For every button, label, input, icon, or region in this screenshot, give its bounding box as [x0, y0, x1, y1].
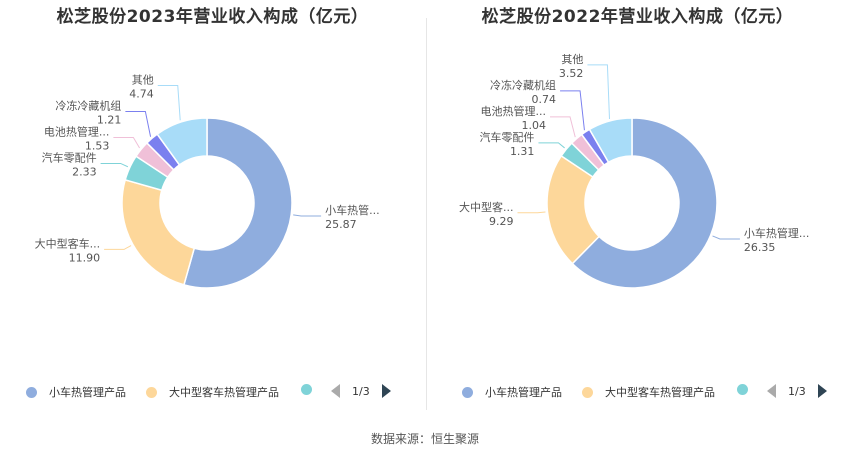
- prev-page-icon[interactable]: [331, 384, 340, 398]
- legend-dot: [301, 384, 312, 395]
- slice-name-label: 小车热管理...: [744, 226, 810, 240]
- legend-dot: [582, 386, 593, 398]
- next-page-icon[interactable]: [381, 384, 391, 398]
- legend-label: 大中型客车热管理产品: [169, 386, 279, 399]
- next-page-icon[interactable]: [817, 384, 827, 398]
- label-leader-line: [712, 235, 740, 240]
- legend-item[interactable]: 大中型客车热管理产品: [146, 384, 279, 400]
- label-leader-line: [550, 116, 576, 138]
- slice-name-label: 其他: [561, 53, 583, 66]
- slice-name-label: 冷冻冷藏机组: [55, 98, 121, 112]
- legend-dot: [737, 384, 748, 395]
- legend-item[interactable]: [737, 384, 760, 395]
- slice-value-label: 0.74: [532, 93, 557, 106]
- page-indicator: 1/3: [352, 384, 370, 398]
- legend-label: 小车热管理产品: [49, 386, 126, 399]
- chart-panel-2022: 松芝股份2022年营业收入构成（亿元） 小车热管理... 26.35 大中型客...…: [425, 0, 850, 420]
- label-leader-line: [113, 136, 141, 149]
- slice-value-label: 9.29: [489, 215, 514, 228]
- label-leader-line: [517, 211, 546, 214]
- slice-name-label: 汽车零配件: [42, 150, 97, 164]
- slice-value-label: 25.87: [325, 218, 357, 231]
- legend-label: 小车热管理产品: [485, 386, 562, 399]
- label-leader-line: [157, 84, 181, 121]
- legend-dot: [462, 386, 473, 398]
- legend-item[interactable]: 大中型客车热管理产品: [582, 384, 715, 400]
- slice-value-label: 1.21: [97, 113, 122, 126]
- label-leader-line: [100, 162, 129, 168]
- slice-name-label: 汽车零配件: [479, 130, 534, 144]
- slice-value-label: 2.33: [72, 165, 97, 178]
- data-source: 数据来源：恒生聚源: [370, 432, 479, 446]
- chart-panel-2023: 松芝股份2023年营业收入构成（亿元） 小车热管... 25.87 大中型客车...…: [0, 0, 425, 420]
- slice-value-label: 4.74: [129, 87, 154, 100]
- slice-value-label: 11.90: [69, 251, 101, 264]
- legend: 小车热管理产品 大中型客车热管理产品 1/3: [0, 384, 425, 404]
- donut-slice[interactable]: [571, 117, 718, 289]
- donut-slice[interactable]: [121, 178, 196, 286]
- label-leader-line: [538, 142, 565, 149]
- slice-name-label: 大中型客...: [459, 200, 514, 214]
- slice-name-label: 电池热管理...: [481, 104, 547, 118]
- slice-name-label: 小车热管...: [325, 203, 380, 217]
- donut-slice[interactable]: [588, 117, 633, 164]
- donut-slice[interactable]: [156, 117, 208, 166]
- label-leader-line: [104, 245, 132, 250]
- chart-title: 松芝股份2022年营业收入构成（亿元）: [481, 7, 794, 27]
- slice-value-label: 3.52: [559, 67, 584, 80]
- slice-name-label: 电池热管理...: [44, 124, 110, 138]
- legend: 小车热管理产品 大中型客车热管理产品 1/3: [425, 384, 850, 404]
- legend-pager: 1/3: [331, 384, 391, 398]
- prev-page-icon[interactable]: [767, 384, 776, 398]
- label-leader-line: [293, 214, 322, 217]
- slice-value-label: 1.31: [510, 145, 535, 158]
- page-indicator: 1/3: [788, 384, 806, 398]
- label-leader-line: [125, 110, 152, 137]
- label-leader-line: [587, 64, 610, 119]
- legend-dot: [146, 386, 157, 398]
- label-leader-line: [560, 90, 585, 131]
- slice-name-label: 其他: [132, 73, 154, 86]
- legend-label: 大中型客车热管理产品: [605, 386, 715, 399]
- legend-item[interactable]: 小车热管理产品: [462, 384, 562, 400]
- slice-value-label: 1.04: [522, 119, 547, 132]
- slice-name-label: 冷冻冷藏机组: [490, 78, 556, 92]
- slice-value-label: 26.35: [744, 241, 776, 254]
- divider: [426, 18, 427, 410]
- legend-item[interactable]: [301, 384, 324, 395]
- legend-pager: 1/3: [767, 384, 827, 398]
- donut-slice[interactable]: [183, 117, 293, 289]
- legend-dot: [26, 386, 37, 398]
- slice-value-label: 1.53: [85, 139, 110, 152]
- legend-item[interactable]: 小车热管理产品: [26, 384, 126, 400]
- chart-title: 松芝股份2023年营业收入构成（亿元）: [56, 7, 369, 27]
- slice-name-label: 大中型客车...: [35, 236, 101, 250]
